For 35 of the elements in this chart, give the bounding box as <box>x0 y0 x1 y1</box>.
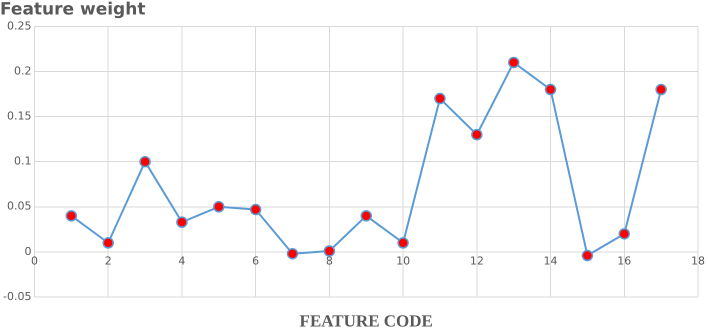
x-tick-label: 18 <box>691 254 705 268</box>
point <box>324 245 336 257</box>
point <box>655 84 667 96</box>
point <box>618 228 630 240</box>
y-tick-label: 0.1 <box>14 154 32 168</box>
x-tick-label: 2 <box>104 254 112 268</box>
x-tick-label: 16 <box>617 254 632 268</box>
x-tick-label: 14 <box>544 254 558 268</box>
point <box>360 210 372 222</box>
chart-title: Feature weight <box>0 0 146 20</box>
x-axis-title: FEATURE CODE <box>300 311 433 330</box>
point <box>102 237 114 249</box>
point <box>176 216 188 228</box>
point <box>66 210 78 222</box>
point <box>471 128 483 140</box>
x-tick-label: 10 <box>396 254 410 268</box>
x-tick-label: 12 <box>470 254 484 268</box>
x-tick-label: 6 <box>252 254 260 268</box>
y-tick-label: 0 <box>24 244 32 258</box>
y-tick-label: -0.05 <box>2 290 32 303</box>
point <box>213 201 225 213</box>
point <box>397 237 409 249</box>
y-tick-label: 0.2 <box>14 64 32 78</box>
point <box>434 92 446 104</box>
x-tick-label: 8 <box>326 254 333 268</box>
y-tick-label: 0.25 <box>6 19 32 32</box>
point <box>139 156 151 168</box>
y-tick-label: 0.05 <box>6 200 32 213</box>
point <box>286 248 298 260</box>
point <box>582 250 594 262</box>
y-tick-label: 0.15 <box>6 109 32 122</box>
point <box>544 84 556 96</box>
point <box>250 204 262 216</box>
point <box>508 56 520 68</box>
x-tick-label: 4 <box>178 254 186 268</box>
